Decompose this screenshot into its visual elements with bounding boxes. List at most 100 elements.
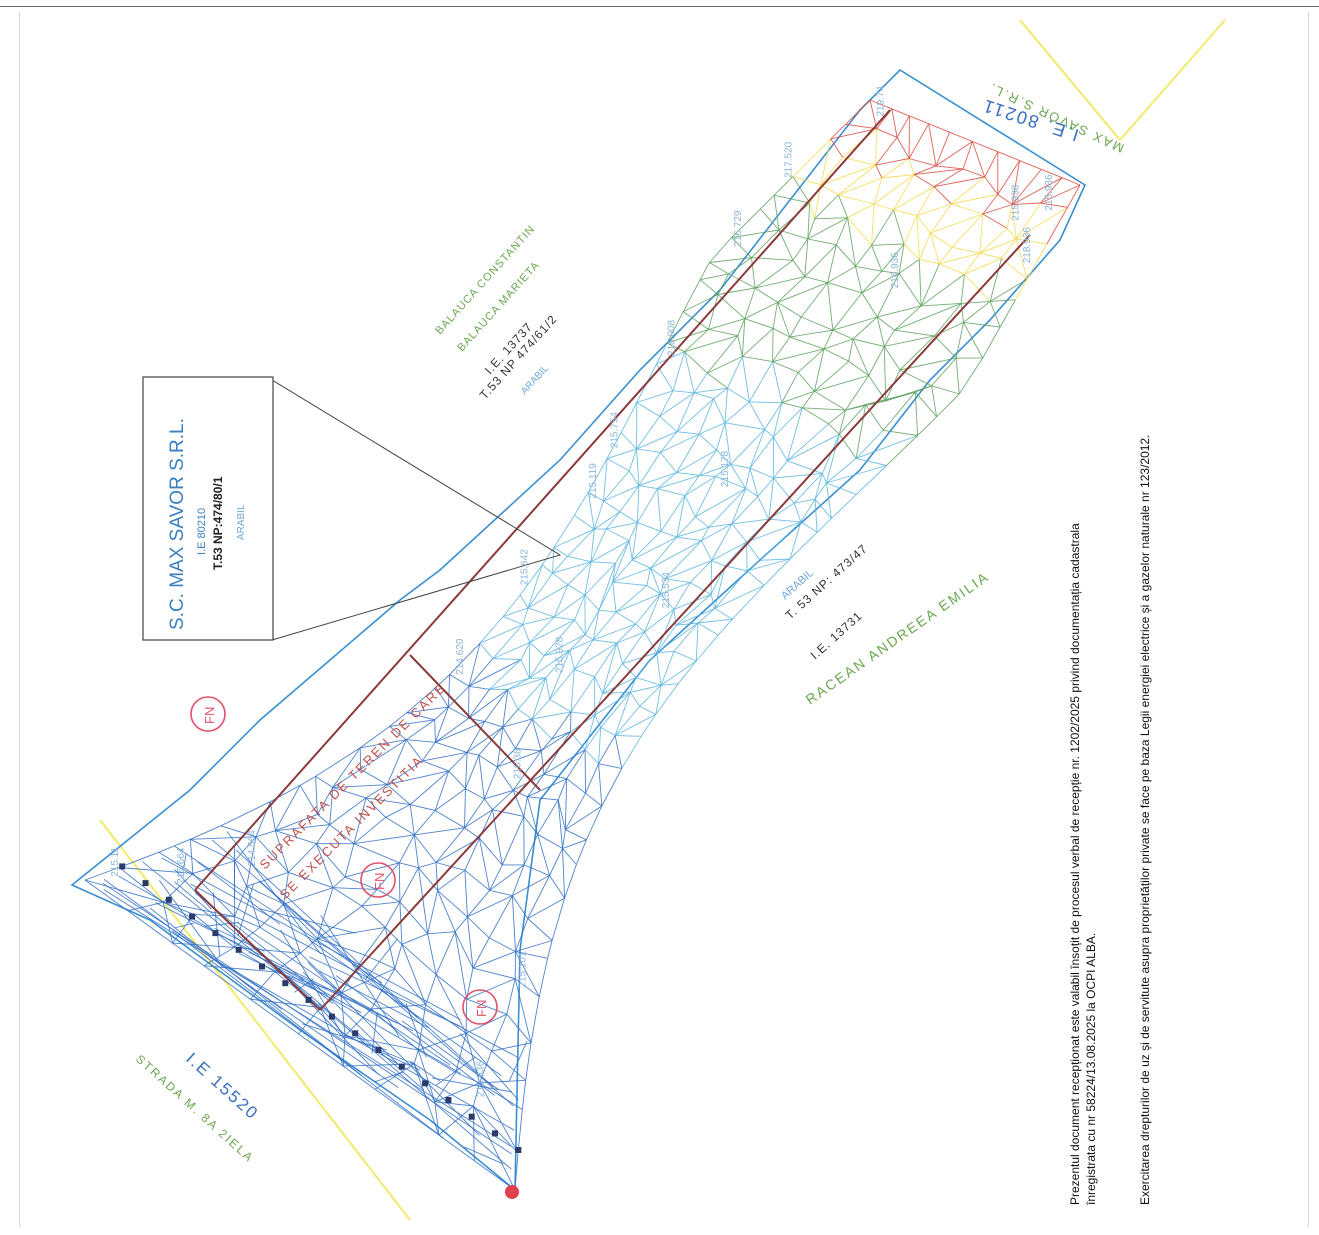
mesh-edge (103, 889, 511, 1147)
mesh-edge (737, 318, 746, 336)
mesh-edge (631, 522, 638, 560)
mesh-edge (638, 472, 677, 487)
elevation-labels: 215.119 215.664 215.642 214.564 215.928 215.1… (110, 85, 1055, 1097)
mesh-edge (875, 137, 898, 166)
mesh-edge (529, 619, 575, 643)
mesh-edge (173, 922, 194, 929)
mesh-edge (515, 918, 529, 952)
mesh-edge (549, 650, 571, 700)
mesh-edge (401, 943, 437, 975)
mesh-edge (418, 862, 437, 869)
mesh-edge (699, 463, 731, 476)
elevation-label: 216.38 (512, 748, 523, 779)
mesh-edge (517, 708, 533, 720)
mesh-edge (492, 658, 522, 660)
mesh-edge (936, 393, 960, 418)
mesh-edge (731, 488, 747, 525)
mesh-edge (515, 940, 553, 953)
mesh-edge (497, 750, 542, 768)
mesh-edge (436, 1056, 476, 1086)
mesh-edge (931, 385, 960, 395)
mesh-edge (508, 1041, 528, 1081)
mesh-edge (226, 831, 321, 955)
mesh-edge (523, 864, 550, 876)
mesh-edge (316, 843, 346, 878)
mesh-edge (259, 926, 301, 954)
mesh-edge (543, 731, 571, 775)
mesh-edge (332, 784, 388, 788)
mesh-edge (792, 176, 821, 186)
survey-point (445, 1097, 452, 1103)
mesh-edge (730, 429, 765, 465)
mesh-edge (570, 711, 572, 732)
mesh-edge (997, 151, 1020, 162)
mesh-edge (774, 194, 810, 204)
mesh-edge (814, 499, 818, 533)
mesh-edge (933, 168, 964, 188)
mesh-edge (933, 176, 985, 188)
mesh-edge (468, 689, 490, 719)
mesh-edge (816, 518, 832, 533)
mesh-edge (823, 330, 834, 350)
mesh-edge (353, 843, 400, 864)
mesh-edge (636, 448, 640, 486)
mesh-edge (598, 763, 603, 807)
mesh-edge (455, 1033, 467, 1073)
mesh-edge (464, 798, 485, 829)
mesh-edge (636, 416, 661, 450)
mesh-edge (781, 390, 815, 404)
mesh-edge (584, 594, 600, 611)
mesh-edge (964, 273, 991, 302)
mesh-edge (632, 559, 651, 569)
fn-marker: FN (462, 989, 498, 1025)
mesh-edge (694, 476, 717, 518)
mesh-edge (386, 784, 411, 805)
mesh-edge (772, 348, 825, 363)
mesh-edge (997, 160, 1020, 195)
mesh-edge (931, 385, 938, 417)
mesh-edge (622, 631, 645, 664)
mesh-edge (531, 718, 542, 751)
mesh-edge (871, 243, 905, 246)
mesh-edge (435, 837, 480, 863)
mesh-edge (659, 416, 678, 433)
mesh-edge (731, 518, 769, 525)
mesh-edge (855, 435, 918, 459)
mesh-edge (883, 329, 895, 347)
mesh-edge (103, 879, 283, 1010)
mesh-edge (697, 618, 733, 624)
note-line-3: Exercitarea drepturilor de uz și de serv… (1138, 434, 1152, 1205)
mesh-edge (695, 622, 699, 662)
mesh-edge (903, 243, 920, 260)
mesh-edge (385, 816, 415, 836)
mesh-edge (468, 686, 470, 719)
mesh-edge (149, 907, 362, 1076)
mesh-edge (629, 692, 641, 707)
survey-point (328, 1013, 335, 1020)
mesh-edge (876, 316, 885, 347)
mesh-edge (340, 992, 346, 1036)
mesh-edge (435, 741, 468, 753)
mesh-edge (435, 862, 439, 891)
mesh-edge (246, 885, 284, 905)
mesh-edge (847, 203, 875, 219)
mesh-edge (749, 401, 782, 404)
mesh-edge (489, 864, 525, 891)
mesh-edge (371, 1012, 378, 1054)
mesh-edge (778, 229, 808, 240)
mesh-edge (802, 407, 829, 425)
mesh-edge (711, 541, 747, 561)
mesh-edge (635, 652, 658, 678)
mesh-edge (523, 796, 528, 817)
mesh-edge (746, 570, 765, 586)
mesh-edge (274, 830, 289, 873)
mesh-edge (1011, 204, 1017, 239)
mesh-edge (773, 472, 823, 479)
mesh-edge (804, 276, 828, 284)
mesh-edge (684, 329, 709, 353)
elevation-label: 216.936 (890, 252, 901, 289)
mesh-edge (827, 244, 837, 283)
mesh-edge (916, 203, 952, 217)
mesh-edge (127, 910, 173, 944)
